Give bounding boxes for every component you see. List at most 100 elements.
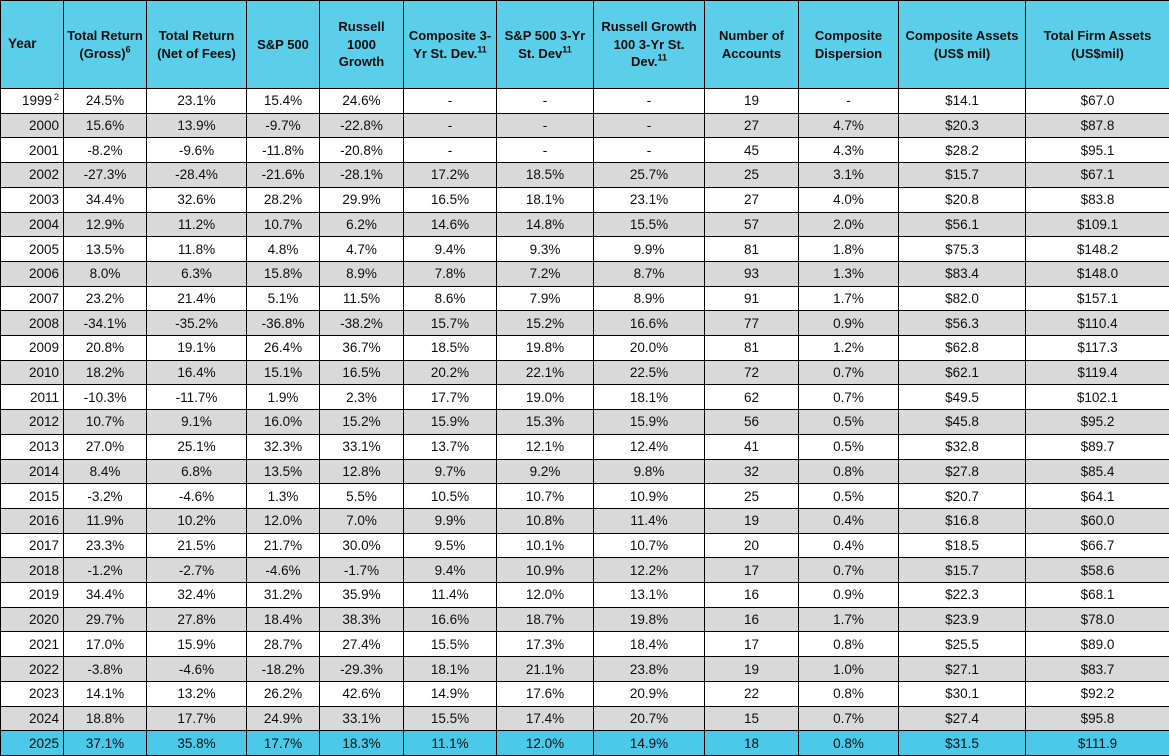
- cell-gross: 27.0%: [63, 433, 147, 460]
- cell-comp-assets: $56.1: [898, 211, 1026, 238]
- cell-firm-assets: $95.2: [1025, 409, 1169, 435]
- table-row-2006: 2006 8.0% 6.3% 15.8% 8.9% 7.8% 7.2% 8.7% 93 1.3% $…: [0, 260, 1169, 287]
- cell-r1000g: 6.2%: [319, 211, 404, 238]
- cell-comp-stdev: 8.6%: [403, 285, 497, 312]
- cell-firm-assets: $95.1: [1025, 137, 1169, 164]
- year-cell: 2002: [0, 162, 64, 188]
- cell-gross: 23.2%: [63, 285, 147, 312]
- year-label: 1999: [21, 93, 52, 109]
- year-label: 2025: [28, 735, 59, 751]
- cell-comp-assets: $62.1: [898, 359, 1026, 386]
- cell-comp-stdev: -: [403, 112, 497, 139]
- cell-firm-assets: $89.0: [1025, 631, 1169, 658]
- cell-net: 35.8%: [146, 730, 247, 756]
- year-label: 2019: [28, 587, 59, 603]
- column-header-gross: Total Return (Gross)6: [63, 0, 147, 89]
- cell-sp500-stdev: 17.4%: [496, 705, 594, 732]
- table-row-2020: 2020 29.7% 27.8% 18.4% 38.3% 16.6% 18.7% 19.8% 1…: [0, 606, 1169, 633]
- year-cell: 2003: [0, 186, 64, 213]
- cell-firm-assets: $148.0: [1025, 260, 1169, 287]
- column-header-label: Composite Dispersion: [814, 27, 883, 61]
- year-cell: 2001: [0, 137, 64, 164]
- year-label: 2010: [28, 365, 59, 381]
- cell-rg100-stdev: 14.9%: [593, 730, 705, 756]
- year-cell: 2006: [0, 260, 64, 287]
- year-label: 2023: [28, 686, 59, 702]
- cell-rg100-stdev: 22.5%: [593, 359, 705, 386]
- cell-sp500-stdev: 10.1%: [496, 532, 594, 559]
- cell-sp500: 5.1%: [246, 285, 320, 312]
- year-label: 2002: [28, 167, 59, 183]
- cell-comp-stdev: 10.5%: [403, 483, 497, 509]
- year-cell: 2022: [0, 656, 64, 682]
- cell-sp500: 1.3%: [246, 483, 320, 509]
- cell-net: -35.2%: [146, 310, 247, 337]
- cell-dispersion: 0.8%: [798, 730, 899, 756]
- table-row-2009: 2009 20.8% 19.1% 26.4% 36.7% 18.5% 19.8% 20.0% 8…: [0, 335, 1169, 361]
- cell-sp500: 26.2%: [246, 680, 320, 707]
- cell-comp-assets: $14.1: [898, 88, 1026, 114]
- cell-sp500-stdev: 17.6%: [496, 680, 594, 707]
- year-label: 2013: [28, 439, 59, 455]
- cell-r1000g: 11.5%: [319, 285, 404, 312]
- cell-comp-stdev: 9.4%: [403, 236, 497, 262]
- cell-comp-stdev: 17.2%: [403, 162, 497, 188]
- cell-sp500-stdev: 15.2%: [496, 310, 594, 337]
- cell-comp-stdev: 13.7%: [403, 433, 497, 460]
- cell-dispersion: 0.9%: [798, 582, 899, 608]
- cell-rg100-stdev: 20.7%: [593, 705, 705, 732]
- cell-r1000g: 35.9%: [319, 582, 404, 608]
- year-cell: 2020: [0, 606, 64, 633]
- cell-dispersion: 0.7%: [798, 557, 899, 584]
- cell-sp500-stdev: -: [496, 137, 594, 164]
- cell-comp-stdev: 15.9%: [403, 409, 497, 435]
- cell-r1000g: 5.5%: [319, 483, 404, 509]
- year-cell: 2016: [0, 507, 64, 534]
- footnote-marker: 11: [657, 52, 667, 63]
- column-header-comp-assets: Composite Assets (US$ mil): [898, 0, 1026, 89]
- cell-r1000g: -29.3%: [319, 656, 404, 682]
- cell-sp500-stdev: 9.3%: [496, 236, 594, 262]
- cell-firm-assets: $78.0: [1025, 606, 1169, 633]
- cell-r1000g: 29.9%: [319, 186, 404, 213]
- cell-comp-stdev: 16.5%: [403, 186, 497, 213]
- cell-rg100-stdev: 11.4%: [593, 507, 705, 534]
- year-label: 2006: [28, 266, 59, 282]
- cell-rg100-stdev: 23.1%: [593, 186, 705, 213]
- cell-rg100-stdev: 10.9%: [593, 483, 705, 509]
- table-row-2007: 2007 23.2% 21.4% 5.1% 11.5% 8.6% 7.9% 8.9% 91 1.7…: [0, 285, 1169, 312]
- cell-firm-assets: $67.1: [1025, 162, 1169, 188]
- column-header-rg100-stdev: Russell Growth 100 3-Yr St. Dev.11: [593, 0, 705, 89]
- cell-sp500: 31.2%: [246, 582, 320, 608]
- year-label: 2011: [29, 389, 59, 405]
- table-header: Year Total Return (Gross)6 Total Return (N…: [0, 0, 1169, 89]
- cell-dispersion: 0.8%: [798, 631, 899, 658]
- cell-comp-assets: $32.8: [898, 433, 1026, 460]
- cell-sp500: 26.4%: [246, 335, 320, 361]
- year-label: 2021: [28, 636, 59, 652]
- cell-rg100-stdev: 20.9%: [593, 680, 705, 707]
- cell-comp-stdev: 17.7%: [403, 384, 497, 411]
- cell-comp-stdev: 15.7%: [403, 310, 497, 337]
- cell-firm-assets: $119.4: [1025, 359, 1169, 386]
- cell-net: 25.1%: [146, 433, 247, 460]
- cell-r1000g: 27.4%: [319, 631, 404, 658]
- column-header-label: Total Firm Assets (US$mil): [1043, 27, 1152, 61]
- cell-sp500: 10.7%: [246, 211, 320, 238]
- cell-r1000g: 8.9%: [319, 260, 404, 287]
- year-label: 2000: [28, 118, 59, 134]
- column-header-label: Russell Growth 100 3-Yr St. Dev.: [601, 19, 697, 70]
- cell-num-accounts: 15: [704, 705, 799, 732]
- cell-comp-assets: $27.8: [898, 458, 1026, 485]
- cell-num-accounts: 16: [704, 606, 799, 633]
- cell-gross: -10.3%: [63, 384, 147, 411]
- cell-firm-assets: $85.4: [1025, 458, 1169, 485]
- cell-num-accounts: 45: [704, 137, 799, 164]
- cell-net: -28.4%: [146, 162, 247, 188]
- cell-sp500-stdev: 10.7%: [496, 483, 594, 509]
- cell-dispersion: 3.1%: [798, 162, 899, 188]
- cell-r1000g: 18.3%: [319, 730, 404, 756]
- year-label: 2012: [28, 414, 59, 430]
- cell-rg100-stdev: 15.5%: [593, 211, 705, 238]
- cell-gross: 20.8%: [63, 335, 147, 361]
